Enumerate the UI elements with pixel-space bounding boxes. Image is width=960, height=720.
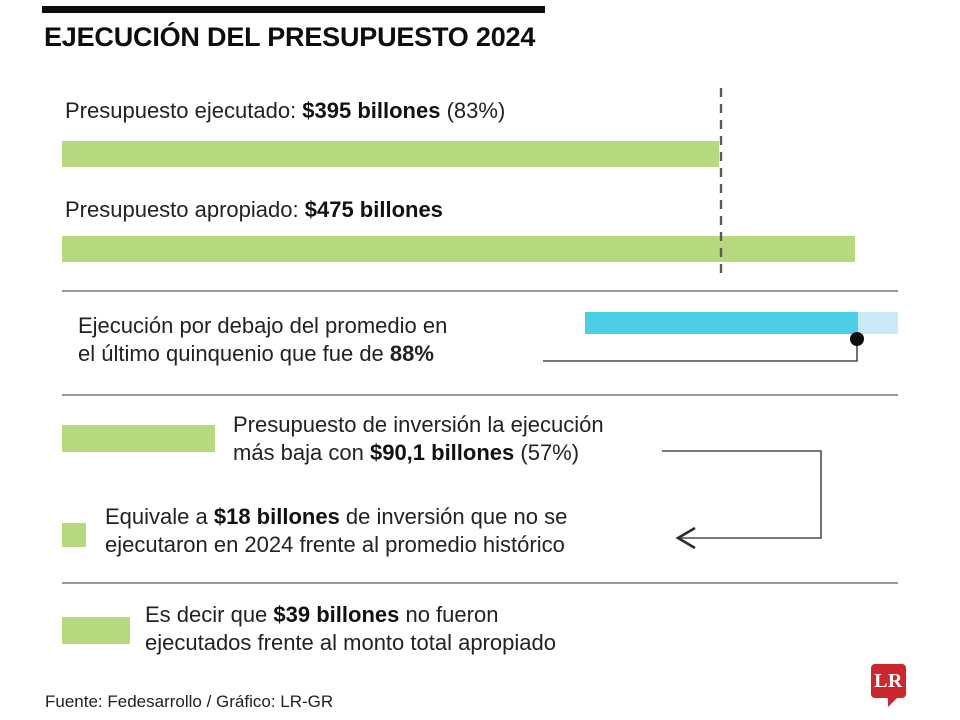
not-executed-line2: ejecutados frente al monto total apropia… <box>145 630 556 655</box>
average-marker-dot <box>850 332 864 346</box>
investment-note: Presupuesto de inversión la ejecución má… <box>233 411 604 467</box>
divider-top <box>62 290 898 292</box>
appropriated-bar <box>62 236 855 262</box>
lr-logo-tail-icon <box>888 696 899 707</box>
lr-logo-text: LR <box>874 669 903 692</box>
not-executed-line1: Es decir que $39 billones no fueron <box>145 601 556 629</box>
divider-middle <box>62 394 898 396</box>
average-line2-prefix: el último quinquenio que fue de <box>78 341 390 366</box>
not-executed-value: $39 billones <box>273 602 400 627</box>
appropriated-value: $475 billones <box>304 197 443 222</box>
executed-label-prefix: Presupuesto ejecutado: <box>65 98 303 123</box>
arrow-left-icon <box>675 526 696 550</box>
not-executed-line1-suffix: no fueron <box>399 602 499 627</box>
equivalent-line1-suffix: de inversión que no se <box>339 504 568 529</box>
investment-swatch <box>62 425 215 452</box>
average-text-line2: el último quinquenio que fue de 88% <box>78 340 447 368</box>
investment-line2-suffix: (57%) <box>514 440 580 465</box>
investment-line1: Presupuesto de inversión la ejecución <box>233 412 604 437</box>
average-bar-track <box>585 312 898 334</box>
average-text-line1: Ejecución por debajo del promedio en <box>78 313 448 338</box>
investment-line2: más baja con $90,1 billones (57%) <box>233 439 604 467</box>
investment-line2-prefix: más baja con <box>233 440 370 465</box>
equivalent-line1-prefix: Equivale a <box>105 504 214 529</box>
executed-bar <box>62 141 719 167</box>
page-title: EJECUCIÓN DEL PRESUPUESTO 2024 <box>44 22 536 52</box>
average-connector-line <box>543 344 858 362</box>
appropriated-label-prefix: Presupuesto apropiado: <box>65 197 305 222</box>
not-executed-line1-prefix: Es decir que <box>145 602 274 627</box>
title-top-rule <box>42 6 545 13</box>
appropriated-label: Presupuesto apropiado: $475 billones <box>65 197 443 223</box>
source-text: Fuente: Fedesarrollo / Gráfico: LR-GR <box>45 692 334 711</box>
executed-label-suffix: (83%) <box>440 98 506 123</box>
investment-value: $90,1 billones <box>369 440 515 465</box>
average-text: Ejecución por debajo del promedio en el … <box>78 312 447 368</box>
average-bar-fill <box>585 312 858 334</box>
equivalent-line1: Equivale a $18 billones de inversión que… <box>105 503 567 531</box>
executed-value: $395 billones <box>302 98 441 123</box>
investment-connector-line <box>662 450 822 539</box>
divider-bottom <box>62 582 898 584</box>
equivalent-value: $18 billones <box>213 504 340 529</box>
equivalent-note: Equivale a $18 billones de inversión que… <box>105 503 567 559</box>
lr-logo: LR <box>871 664 906 698</box>
equivalent-line2: ejecutaron en 2024 frente al promedio hi… <box>105 532 565 557</box>
not-executed-note: Es decir que $39 billones no fueron ejec… <box>145 601 556 657</box>
equivalent-swatch <box>62 523 86 547</box>
executed-label: Presupuesto ejecutado: $395 billones (83… <box>65 98 505 124</box>
not-executed-swatch <box>62 617 130 644</box>
average-value: 88% <box>389 341 434 366</box>
